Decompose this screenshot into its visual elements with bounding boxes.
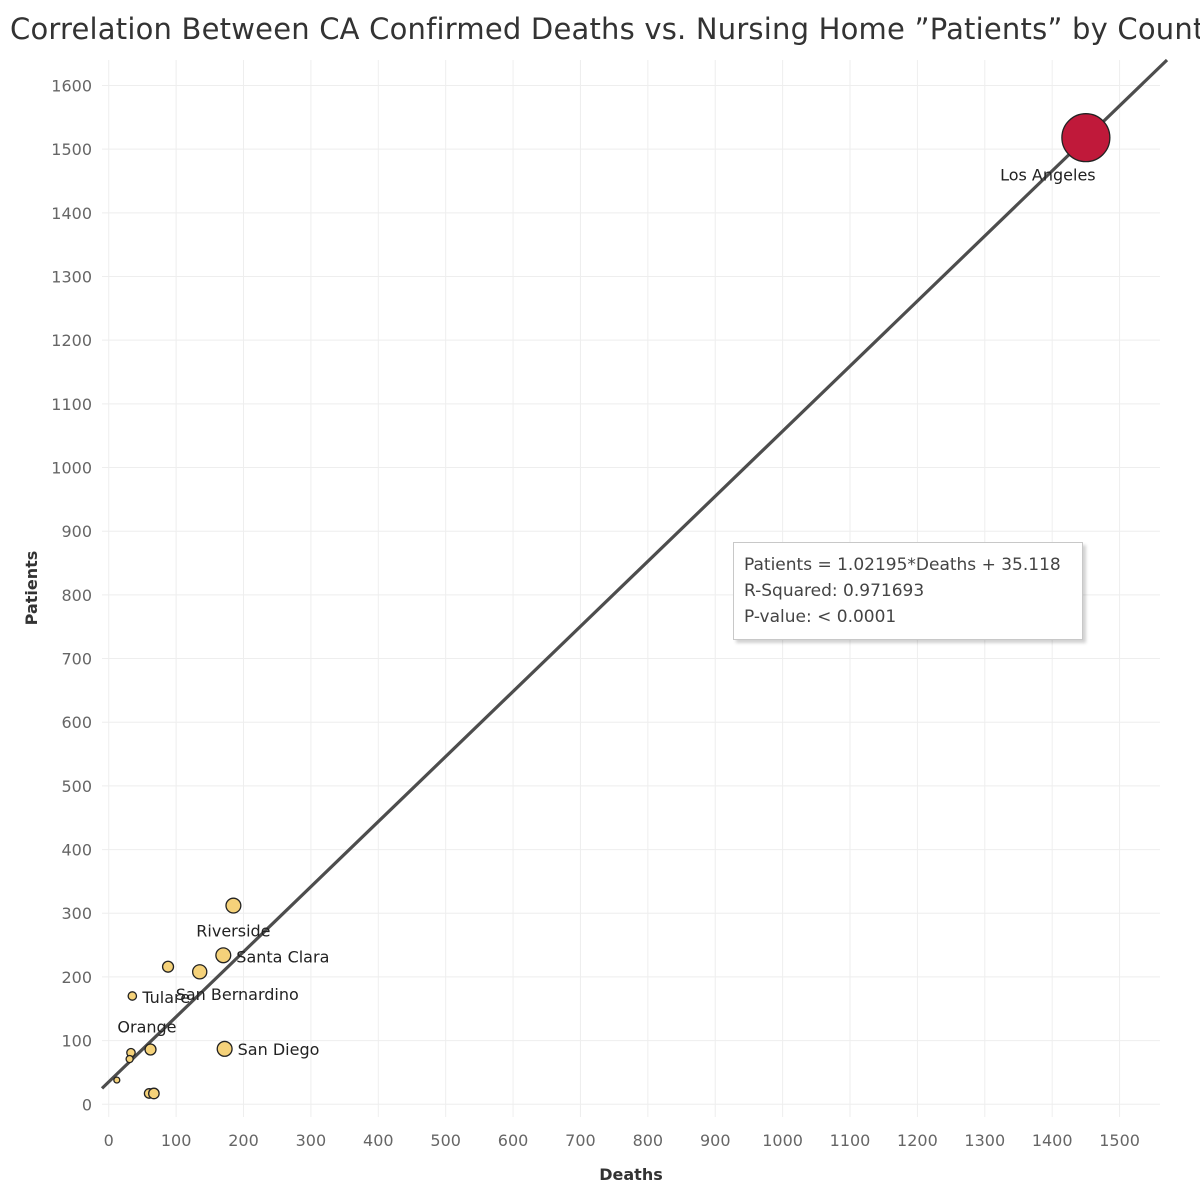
x-tick-label: 1400 [1032, 1131, 1073, 1150]
x-tick-labels: 0 100 200 300 400 500 600 700 800 900 1000 1100 1200… [104, 1131, 1140, 1150]
point-label: San Diego [238, 1040, 320, 1059]
point-label: San Bernardino [176, 985, 299, 1004]
y-tick-label: 0 [82, 1095, 92, 1114]
y-tick-label: 1500 [51, 140, 92, 159]
x-tick-label: 0 [104, 1131, 114, 1150]
point-label: Orange [117, 1018, 176, 1037]
data-point [147, 1087, 160, 1100]
y-tick-label: 500 [61, 777, 92, 796]
data-point [216, 1040, 233, 1057]
y-tick-label: 800 [61, 586, 92, 605]
p-value: P-value: < 0.0001 [744, 607, 897, 627]
x-tick-label: 100 [161, 1131, 192, 1150]
y-tick-label: 1400 [51, 204, 92, 223]
y-axis-title: Patients [22, 551, 41, 626]
point-label: Los Angeles [1000, 166, 1096, 185]
x-axis-title: Deaths [599, 1165, 663, 1184]
data-point [161, 960, 175, 973]
data-point [225, 897, 242, 914]
x-tick-label: 600 [498, 1131, 529, 1150]
trend-line [100, 58, 1169, 1090]
x-tick-label: 1000 [762, 1131, 803, 1150]
y-tick-label: 100 [61, 1032, 92, 1051]
point-label: Tulare [141, 988, 190, 1007]
data-point [191, 964, 208, 980]
data-points [113, 113, 1111, 1100]
x-tick-label: 1200 [897, 1131, 938, 1150]
y-tick-label: 400 [61, 841, 92, 860]
x-tick-label: 1100 [830, 1131, 871, 1150]
x-tick-label: 1300 [964, 1131, 1005, 1150]
x-tick-label: 700 [565, 1131, 596, 1150]
data-point [1061, 113, 1111, 163]
y-tick-label: 600 [61, 713, 92, 732]
trend-line-group [100, 58, 1169, 1090]
point-labels: Los Angeles Riverside Santa Clara San Berna… [117, 166, 1095, 1059]
point-label: Santa Clara [236, 947, 329, 966]
chart-title: Correlation Between CA Confirmed Deaths … [10, 12, 1200, 46]
x-tick-label: 1500 [1099, 1131, 1140, 1150]
data-point [215, 947, 232, 964]
point-label: Riverside [196, 922, 270, 941]
y-tick-label: 300 [61, 904, 92, 923]
y-tick-label: 700 [61, 650, 92, 669]
data-point [113, 1076, 121, 1084]
x-tick-label: 900 [700, 1131, 731, 1150]
x-tick-label: 400 [363, 1131, 394, 1150]
y-tick-label: 1600 [51, 76, 92, 95]
trend-equation: Patients = 1.02195*Deaths + 35.118 [744, 555, 1061, 575]
data-point [144, 1043, 157, 1056]
r-squared: R-Squared: 0.971693 [744, 581, 925, 601]
x-tick-label: 500 [430, 1131, 461, 1150]
x-tick-label: 300 [296, 1131, 327, 1150]
x-tick-label: 800 [633, 1131, 664, 1150]
data-point [125, 1054, 134, 1064]
y-tick-label: 1000 [51, 459, 92, 478]
y-tick-label: 900 [61, 522, 92, 541]
y-tick-label: 1100 [51, 395, 92, 414]
y-tick-label: 1200 [51, 331, 92, 350]
y-tick-label: 1300 [51, 267, 92, 286]
data-point [127, 991, 138, 1001]
y-tick-labels: 0 100 200 300 400 500 600 700 800 900 1000 1100 1200… [51, 76, 92, 1114]
trend-stats-box: Patients = 1.02195*Deaths + 35.118 R-Squ… [733, 542, 1083, 640]
y-tick-label: 200 [61, 968, 92, 987]
x-tick-label: 200 [228, 1131, 259, 1150]
